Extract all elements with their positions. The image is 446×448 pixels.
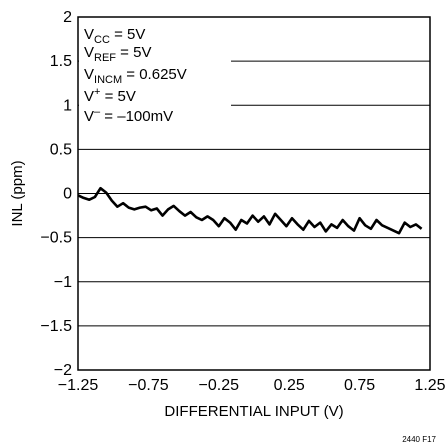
- y-tick-labels: −2 −1.5 −1 −0.5 0 0.5 1 1.5 2: [40, 9, 72, 379]
- annotation-line: V+ = 5V: [84, 86, 136, 105]
- x-tick-label: 0.25: [274, 377, 305, 394]
- annotation-line: VINCM = 0.625V: [84, 66, 187, 86]
- inl-series-line: [77, 186, 423, 235]
- x-axis-title: DIFFERENTIAL INPUT (V): [164, 403, 343, 420]
- x-tick-labels: −1.25 −0.75 −0.25 0.25 0.75 1.25: [58, 377, 446, 394]
- y-tick-label: −0.5: [40, 230, 72, 247]
- x-tick-label: −0.75: [128, 377, 169, 394]
- y-axis-title: INL (ppm): [9, 160, 26, 226]
- x-tick-label: −0.25: [199, 377, 240, 394]
- y-tick-label: −2: [54, 362, 72, 379]
- x-tick-label: 1.25: [414, 377, 445, 394]
- x-tick-label: 0.75: [344, 377, 375, 394]
- annotation-line: V– = –100mV: [84, 106, 173, 125]
- y-tick-label: −1.5: [40, 318, 72, 335]
- annotation-background: [79, 18, 231, 130]
- y-tick-label: 0.5: [50, 141, 72, 158]
- y-tick-label: 1: [63, 97, 72, 114]
- y-tick-label: 1.5: [50, 53, 72, 70]
- y-tick-label: 2: [63, 9, 72, 26]
- y-tick-label: −1: [54, 274, 72, 291]
- figure-id: 2440 F17: [402, 435, 436, 444]
- y-tick-label: 0: [63, 186, 72, 203]
- annotation-line: VCC = 5V: [84, 26, 145, 46]
- annotation-line: VREF = 5V: [84, 44, 151, 64]
- series-layer: [77, 186, 423, 235]
- plot-area-frame: [77, 16, 431, 371]
- x-tick-label: −1.25: [58, 377, 99, 394]
